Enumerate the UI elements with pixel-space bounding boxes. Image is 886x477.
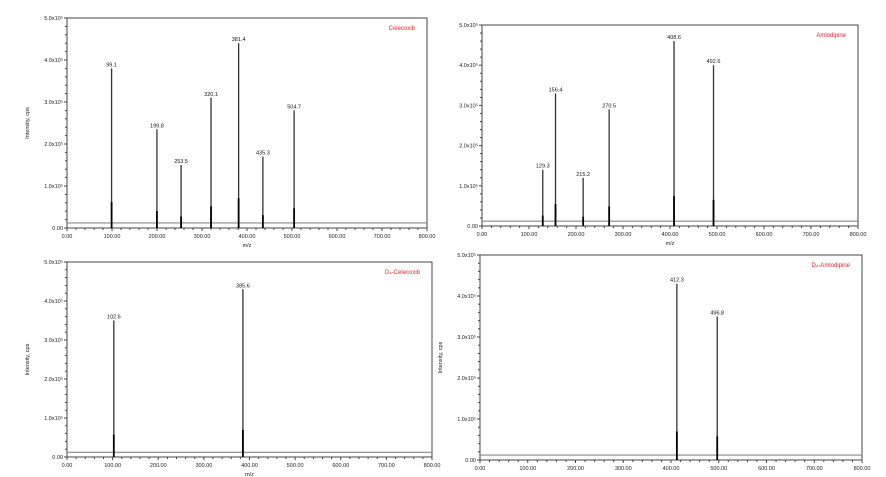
x-tick-label: 500.00	[710, 466, 727, 472]
y-axis-label: Intensity, cps	[25, 107, 31, 139]
x-tick-label: 700.00	[806, 466, 823, 472]
plot-frame	[479, 254, 863, 461]
x-tick-label: 200.00	[568, 232, 585, 238]
x-tick-label: 500.00	[709, 232, 726, 238]
peak-label: 270.5	[602, 103, 616, 109]
y-tick-label: 4.0x10⁵	[44, 298, 63, 305]
y-tick-label: 2.0x10⁵	[457, 375, 476, 382]
y-tick-label: 0.00	[467, 224, 478, 230]
y-tick-label: 5.0x10⁵	[459, 22, 478, 29]
y-tick-label: 0.00	[465, 458, 476, 464]
x-tick-label: 800.00	[419, 234, 436, 240]
x-tick-label: 100.00	[521, 232, 538, 238]
x-tick-label: 200.00	[150, 463, 167, 469]
x-tick-label: 300.00	[194, 234, 211, 240]
y-tick-label: 2.0x10⁵	[459, 143, 478, 150]
x-tick-label: 100.00	[519, 466, 536, 472]
y-tick-label: 1.0x10⁵	[459, 183, 478, 190]
x-tick-label: 800.00	[854, 466, 871, 472]
spectrum-title: D₄-Amlodipine	[812, 263, 851, 269]
y-tick-label: 3.0x10⁵	[459, 102, 478, 109]
x-tick-label: 0.00	[62, 234, 73, 240]
peak-label: 385.6	[236, 283, 250, 289]
peak-label: 129.3	[536, 164, 550, 170]
x-tick-label: 500.00	[284, 234, 301, 240]
y-tick-label: 4.0x10⁵	[44, 57, 63, 64]
spectrum-panel-4: 0.00 100.00 200.00 300.00 400.00 500.00 600.00…	[438, 252, 870, 472]
x-tick-label: 700.00	[803, 232, 820, 238]
y-tick-label: 3.0x10⁵	[457, 334, 476, 341]
y-tick-label: 4.0x10⁵	[459, 62, 478, 69]
y-tick-label: 1.0x10⁵	[44, 183, 63, 190]
x-tick-label: 300.00	[615, 466, 632, 472]
spectrum-title: Celecoxib	[389, 26, 416, 32]
x-tick-label: 300.00	[615, 232, 632, 238]
x-axis-label: m/z	[245, 472, 254, 477]
x-tick-label: 0.00	[477, 232, 488, 238]
x-tick-label: 700.00	[374, 234, 391, 240]
peak-label: 199.8	[150, 123, 164, 129]
peak-label: 492.6	[707, 59, 721, 65]
x-tick-label: 0.00	[475, 466, 486, 472]
y-tick-label: 2.0x10⁵	[44, 141, 63, 148]
spectrum-title: Amlodipine	[816, 33, 846, 39]
x-tick-label: 800.00	[850, 232, 867, 238]
y-axis-label: Intensity, cps	[438, 341, 444, 373]
spectrum-panel-3: 0.00 100.00 200.00 300.00 400.00 500.00 600.00…	[25, 259, 440, 477]
x-tick-label: 600.00	[758, 466, 775, 472]
y-tick-label: 2.0x10⁵	[44, 376, 63, 383]
y-tick-label: 1.0x10⁵	[457, 416, 476, 423]
x-axis-label: m/z	[666, 241, 675, 247]
x-tick-label: 400.00	[663, 466, 680, 472]
peak-label: 412.3	[670, 278, 684, 284]
peak-label: 496.8	[710, 311, 724, 317]
y-tick-label: 5.0x10⁵	[457, 252, 476, 259]
y-tick-label: 0.00	[52, 226, 63, 232]
x-tick-label: 200.00	[149, 234, 166, 240]
x-tick-label: 100.00	[104, 234, 121, 240]
x-tick-label: 300.00	[195, 463, 212, 469]
y-tick-label: 1.0x10⁵	[44, 415, 63, 422]
x-tick-label: 200.00	[567, 466, 584, 472]
x-tick-label: 0.00	[62, 463, 73, 469]
x-tick-label: 700.00	[378, 463, 395, 469]
spectrum-title: D₄-Celecoxib	[385, 270, 421, 276]
peak-label: 99.1	[106, 62, 117, 68]
x-tick-label: 800.00	[424, 463, 441, 469]
peak-label: 215.2	[576, 172, 590, 178]
spectrum-panel-2: 0.00 100.00 200.00 300.00 400.00 500.00 600.00…	[459, 22, 866, 247]
peak-label: 156.4	[549, 87, 563, 93]
peak-label: 102.6	[107, 315, 121, 321]
plot-frame	[66, 17, 428, 229]
x-tick-label: 400.00	[239, 234, 256, 240]
y-tick-label: 5.0x10⁵	[44, 259, 63, 266]
y-tick-label: 5.0x10⁵	[44, 15, 63, 22]
x-tick-label: 500.00	[287, 463, 304, 469]
peak-label: 435.3	[256, 151, 270, 157]
y-tick-label: 0.00	[52, 455, 63, 461]
x-tick-label: 400.00	[241, 463, 258, 469]
plot-frame	[66, 261, 433, 458]
x-axis-label: m/z	[243, 243, 252, 249]
plot-frame	[481, 24, 859, 227]
x-tick-label: 600.00	[332, 463, 349, 469]
spectrum-panel-1: 0.00 100.00 200.00 300.00 400.00 500.00 600.00…	[25, 15, 435, 249]
peak-label: 381.4	[232, 37, 246, 43]
peak-label: 320.1	[204, 92, 218, 98]
peak-label: 253.5	[174, 159, 188, 165]
y-tick-label: 3.0x10⁵	[44, 99, 63, 106]
peak-label: 408.6	[667, 35, 681, 41]
y-tick-label: 4.0x10⁵	[457, 293, 476, 300]
x-tick-label: 600.00	[756, 232, 773, 238]
x-tick-label: 400.00	[662, 232, 679, 238]
peak-label: 504.7	[287, 104, 301, 110]
y-axis-label: Intensity, cps	[25, 343, 31, 375]
x-tick-label: 100.00	[104, 463, 121, 469]
x-tick-label: 600.00	[329, 234, 346, 240]
y-tick-label: 3.0x10⁵	[44, 337, 63, 344]
